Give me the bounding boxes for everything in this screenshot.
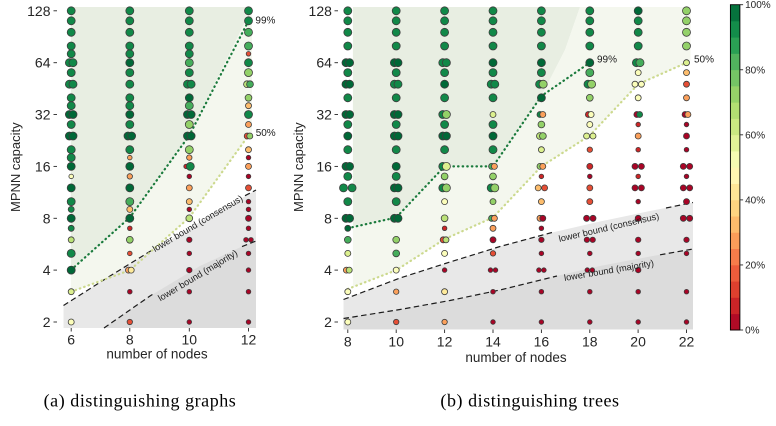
svg-text:MPNN capacity: MPNN capacity	[291, 122, 306, 212]
svg-text:4: 4	[43, 262, 51, 278]
svg-text:12: 12	[241, 331, 257, 347]
svg-text:128: 128	[27, 3, 51, 19]
svg-text:18: 18	[582, 334, 598, 350]
svg-text:2: 2	[43, 314, 51, 330]
svg-text:99%: 99%	[255, 15, 275, 26]
svg-text:0%: 0%	[745, 326, 760, 337]
svg-text:128: 128	[309, 3, 333, 19]
svg-text:64: 64	[316, 55, 332, 71]
svg-text:50%: 50%	[694, 55, 714, 66]
svg-text:6: 6	[67, 331, 75, 347]
svg-text:60%: 60%	[745, 130, 765, 141]
svg-text:8: 8	[43, 210, 51, 226]
svg-text:50%: 50%	[256, 128, 276, 139]
svg-text:MPNN capacity: MPNN capacity	[8, 122, 23, 212]
svg-text:99%: 99%	[597, 55, 617, 66]
svg-text:8: 8	[344, 334, 352, 350]
svg-text:100%: 100%	[745, 0, 771, 11]
svg-text:20%: 20%	[745, 260, 765, 271]
svg-text:number of nodes: number of nodes	[465, 350, 567, 365]
svg-text:32: 32	[35, 107, 51, 123]
svg-text:40%: 40%	[745, 195, 765, 206]
svg-text:10: 10	[388, 334, 404, 350]
svg-text:4: 4	[324, 262, 332, 278]
svg-text:14: 14	[485, 334, 501, 350]
svg-text:20: 20	[630, 334, 646, 350]
svg-text:80%: 80%	[745, 65, 765, 76]
svg-text:16: 16	[316, 158, 332, 174]
svg-text:(b) distinguishing trees: (b) distinguishing trees	[440, 391, 619, 412]
svg-text:8: 8	[324, 210, 332, 226]
svg-text:number of nodes: number of nodes	[106, 346, 208, 361]
svg-text:8: 8	[126, 331, 134, 347]
svg-text:32: 32	[316, 107, 332, 123]
svg-text:2: 2	[324, 314, 332, 330]
svg-text:(a) distinguishing graphs: (a) distinguishing graphs	[44, 391, 237, 412]
svg-text:22: 22	[679, 334, 695, 350]
svg-text:10: 10	[182, 331, 198, 347]
svg-text:16: 16	[534, 334, 550, 350]
svg-text:16: 16	[35, 158, 51, 174]
svg-text:12: 12	[437, 334, 453, 350]
svg-text:64: 64	[35, 55, 51, 71]
